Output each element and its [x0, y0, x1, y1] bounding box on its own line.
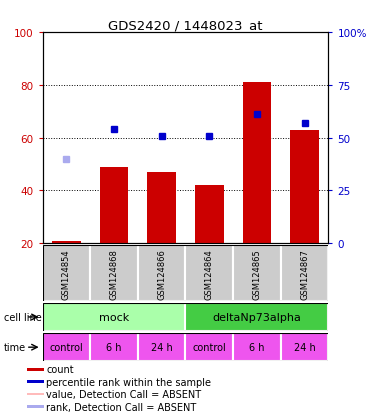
- Title: GDS2420 / 1448023_at: GDS2420 / 1448023_at: [108, 19, 263, 32]
- Text: count: count: [46, 364, 74, 374]
- Text: value, Detection Call = ABSENT: value, Detection Call = ABSENT: [46, 389, 201, 399]
- Bar: [90, 246, 138, 301]
- Bar: [281, 333, 328, 361]
- Bar: [43, 246, 90, 301]
- Text: GSM124864: GSM124864: [205, 248, 214, 299]
- Bar: [233, 333, 281, 361]
- Text: mock: mock: [99, 312, 129, 322]
- Text: GSM124867: GSM124867: [300, 248, 309, 299]
- Bar: [186, 246, 233, 301]
- Text: 24 h: 24 h: [294, 342, 315, 352]
- Bar: [243, 83, 271, 244]
- Text: GSM124854: GSM124854: [62, 248, 71, 299]
- Text: 6 h: 6 h: [249, 342, 265, 352]
- Text: cell line: cell line: [4, 312, 42, 322]
- Bar: [186, 303, 328, 331]
- Bar: [100, 167, 128, 244]
- Text: 6 h: 6 h: [106, 342, 122, 352]
- Bar: [27, 380, 44, 383]
- Bar: [290, 131, 319, 244]
- Text: 24 h: 24 h: [151, 342, 173, 352]
- Text: time: time: [4, 342, 26, 352]
- Text: GSM124866: GSM124866: [157, 248, 166, 299]
- Text: GSM124868: GSM124868: [109, 248, 119, 299]
- Bar: [186, 333, 233, 361]
- Bar: [43, 333, 90, 361]
- Bar: [233, 246, 281, 301]
- Text: control: control: [193, 342, 226, 352]
- Bar: [147, 173, 176, 244]
- Bar: [138, 246, 186, 301]
- Text: GSM124865: GSM124865: [252, 248, 262, 299]
- Text: control: control: [50, 342, 83, 352]
- Text: percentile rank within the sample: percentile rank within the sample: [46, 377, 211, 387]
- Bar: [27, 405, 44, 408]
- Bar: [138, 333, 186, 361]
- Bar: [27, 393, 44, 396]
- Bar: [90, 333, 138, 361]
- Bar: [27, 368, 44, 371]
- Text: deltaNp73alpha: deltaNp73alpha: [213, 312, 301, 322]
- Bar: [43, 303, 186, 331]
- Bar: [52, 241, 81, 244]
- Bar: [195, 186, 224, 244]
- Text: rank, Detection Call = ABSENT: rank, Detection Call = ABSENT: [46, 401, 197, 411]
- Bar: [281, 246, 328, 301]
